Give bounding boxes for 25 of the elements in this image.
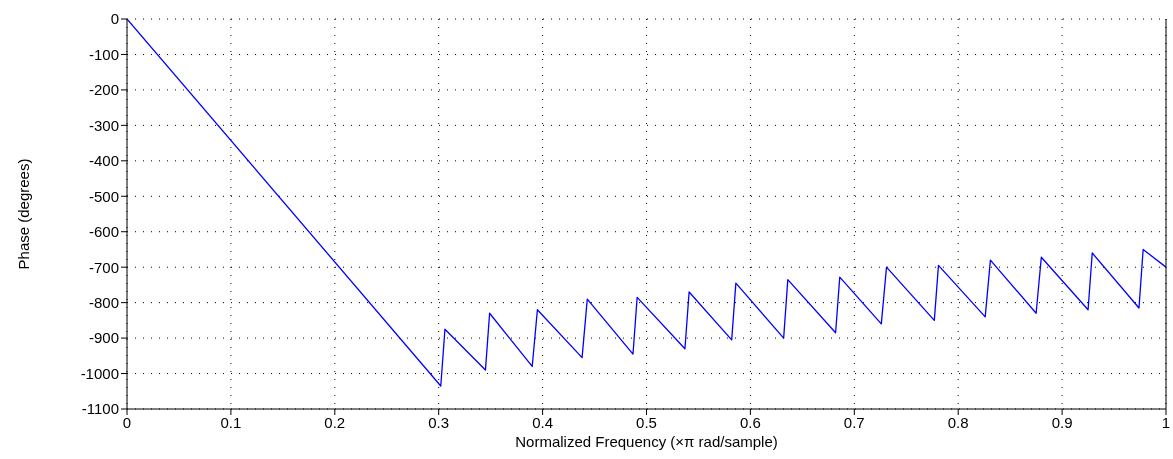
y-tick-label: -900 bbox=[88, 329, 119, 347]
x-tick-label: 0.4 bbox=[532, 413, 554, 431]
x-tick-label: 0.7 bbox=[843, 413, 865, 431]
y-tick-label: -500 bbox=[88, 187, 119, 205]
y-tick-label: -1100 bbox=[81, 400, 119, 418]
x-tick-label: 0.8 bbox=[947, 413, 969, 431]
y-tick-label: 0 bbox=[110, 10, 119, 28]
x-tick-label: 0.9 bbox=[1051, 413, 1073, 431]
y-tick-label: -400 bbox=[88, 152, 119, 170]
x-tick-label: 0.5 bbox=[636, 413, 657, 431]
y-tick-label: -600 bbox=[88, 223, 119, 241]
y-tick-label: -800 bbox=[88, 293, 119, 311]
y-tick-label: -300 bbox=[88, 116, 119, 134]
x-tick-label: 0.3 bbox=[428, 413, 450, 431]
y-axis-title: Phase (degrees) bbox=[15, 158, 33, 270]
x-tick-label: 0.1 bbox=[220, 413, 242, 431]
x-tick-label: 0 bbox=[122, 413, 132, 431]
y-tick-label: -200 bbox=[88, 81, 119, 99]
x-tick-label: 0.6 bbox=[739, 413, 761, 431]
x-tick-label: 0.2 bbox=[324, 413, 346, 431]
y-tick-label: -700 bbox=[88, 258, 119, 276]
x-axis-title: Normalized Frequency (×π rad/sample) bbox=[515, 433, 778, 450]
y-tick-label: -1000 bbox=[80, 364, 119, 382]
x-tick-label: 1 bbox=[1161, 413, 1171, 431]
y-tick-label: -100 bbox=[88, 45, 119, 63]
